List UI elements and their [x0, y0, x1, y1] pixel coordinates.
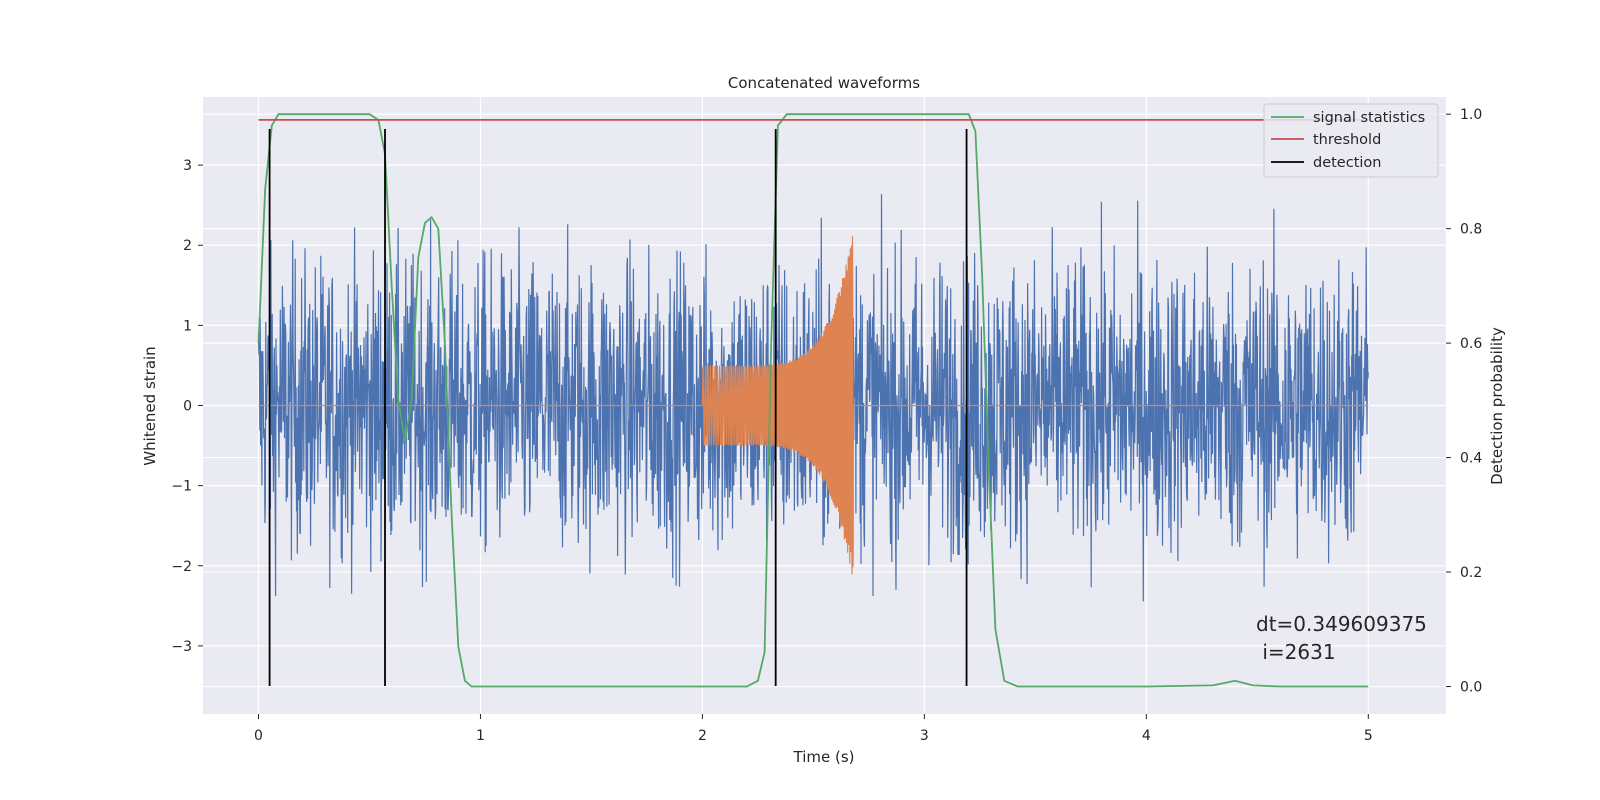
y2-tick-label: 0.2: [1460, 565, 1482, 581]
y-tick-label: 1: [183, 318, 192, 334]
x-tick-label: 1: [476, 728, 485, 744]
annotation-index: i=2631: [1256, 640, 1336, 664]
y2-tick-label: 1.0: [1460, 107, 1482, 123]
axes: 0 1 2 3 4 5 −3 −2 −1 0 1 2 3 0.0 0.2 0.4 0.6 0.8 1.0: [171, 107, 1482, 744]
y-tick-label: 3: [183, 158, 192, 174]
x-axis-label: Time (s): [793, 748, 855, 766]
legend: signal statistics threshold detection: [1263, 103, 1439, 178]
y2-tick-label: 0.6: [1460, 336, 1482, 352]
series-layer: [257, 113, 1369, 688]
legend-label-detection: detection: [1313, 155, 1381, 171]
y2-tick-label: 0.8: [1460, 222, 1482, 238]
y-tick-label: −2: [171, 559, 192, 575]
chirp-waveform: [258, 236, 1369, 575]
chirp-line: [258, 236, 1369, 575]
y2-tick-label: 0.0: [1460, 680, 1482, 696]
signal-statistics-line: [257, 113, 1369, 688]
x-tick-label: 2: [698, 728, 707, 744]
y2-axis-label: Detection probability: [1488, 327, 1506, 485]
x-tick-label: 3: [920, 728, 929, 744]
legend-label-signal-statistics: signal statistics: [1313, 110, 1425, 126]
y-axis-label: Whitened strain: [141, 346, 159, 465]
chart-title: Concatenated waveforms: [728, 74, 920, 92]
y-tick-label: 2: [183, 238, 192, 254]
x-tick-label: 0: [254, 728, 263, 744]
y-tick-label: −1: [171, 479, 192, 495]
legend-box: [1263, 103, 1439, 178]
legend-label-threshold: threshold: [1313, 132, 1381, 148]
y-tick-label: 0: [183, 399, 192, 415]
x-tick-label: 5: [1364, 728, 1373, 744]
annotation-dt: dt=0.349609375: [1256, 612, 1427, 636]
y-tick-label: −3: [171, 639, 192, 655]
y2-tick-label: 0.4: [1460, 451, 1482, 467]
x-tick-label: 4: [1142, 728, 1151, 744]
